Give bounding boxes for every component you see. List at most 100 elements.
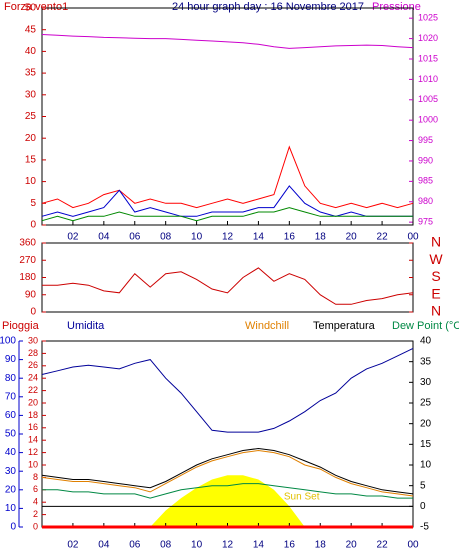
- y-tick-label: 990: [418, 155, 433, 165]
- y-tick-label: 15: [420, 439, 432, 450]
- temperature-label: Temperatura: [313, 320, 376, 332]
- series-line: [41, 185, 413, 217]
- humidity-label: Umidita: [67, 320, 105, 332]
- x-tick-label: 10: [191, 232, 203, 243]
- y-tick-label: 35: [420, 356, 432, 367]
- y-tick-label: 4: [33, 497, 38, 507]
- y-tick-label: 975: [418, 217, 433, 227]
- y-tick-label: 0: [420, 501, 426, 512]
- series-line: [41, 347, 414, 433]
- y-tick-label: 40: [5, 447, 17, 458]
- x-tick-label: 22: [377, 540, 389, 551]
- x-tick-label: 14: [253, 232, 265, 243]
- y-tick-label: 45: [25, 24, 37, 35]
- y-tick-label: 70: [5, 391, 17, 402]
- y-tick-label: 50: [5, 429, 17, 440]
- x-tick-label: 06: [129, 540, 141, 551]
- y-tick-label: N: [431, 303, 441, 319]
- y-tick-label: 8: [33, 472, 38, 482]
- y-tick-label: 18: [28, 410, 38, 420]
- x-tick-label: 08: [160, 232, 172, 243]
- plots: 0510152025303540455097598098599099510001…: [0, 3, 443, 551]
- y-tick-label: 22: [28, 385, 38, 395]
- series-line: [41, 207, 413, 222]
- y-tick-label: 30: [420, 377, 432, 388]
- y-tick-label: 1010: [418, 74, 438, 84]
- y-tick-label: W: [429, 251, 443, 267]
- y-tick-label: 90: [25, 289, 37, 300]
- y-tick-label: 10: [5, 503, 17, 514]
- x-tick-label: 18: [315, 232, 327, 243]
- y-tick-label: 25: [420, 398, 432, 409]
- y-tick-label: 30: [25, 89, 37, 100]
- y-tick-label: 20: [25, 133, 37, 144]
- x-tick-label: 04: [98, 540, 110, 551]
- y-tick-label: 20: [420, 418, 432, 429]
- y-tick-label: E: [431, 285, 440, 301]
- y-tick-label: 1000: [418, 115, 438, 125]
- x-tick-label: 22: [377, 232, 389, 243]
- y-tick-label: 30: [5, 466, 17, 477]
- y-tick-label: 25: [25, 111, 37, 122]
- rain-label: Pioggia: [2, 320, 40, 332]
- y-tick-label: 5: [30, 198, 36, 209]
- x-tick-label: 00: [407, 540, 419, 551]
- y-tick-label: 995: [418, 135, 433, 145]
- y-tick-label: 60: [5, 410, 17, 421]
- series-line: [42, 267, 414, 305]
- y-tick-label: 90: [5, 354, 17, 365]
- y-tick-label: 0: [30, 307, 36, 318]
- y-tick-label: 26: [28, 360, 38, 370]
- x-tick-label: 02: [67, 232, 79, 243]
- pressure-label: Pressione: [372, 1, 421, 13]
- y-tick-label: 80: [5, 373, 17, 384]
- series-line: [41, 449, 414, 497]
- y-tick-label: 2: [33, 509, 38, 519]
- y-tick-label: 1005: [418, 94, 438, 104]
- y-tick-label: 1025: [418, 13, 438, 23]
- y-tick-label: -5: [420, 522, 429, 533]
- y-tick-label: 12: [28, 447, 38, 457]
- y-tick-label: 10: [28, 459, 38, 469]
- x-tick-label: 18: [315, 540, 327, 551]
- x-tick-label: 10: [191, 540, 203, 551]
- y-tick-label: S: [431, 268, 440, 284]
- y-tick-label: 40: [420, 336, 432, 347]
- y-tick-label: 1020: [418, 33, 438, 43]
- y-tick-label: 985: [418, 176, 433, 186]
- solar-area: [42, 475, 413, 527]
- x-tick-label: 00: [407, 232, 419, 243]
- x-tick-label: 06: [129, 232, 141, 243]
- chart-title: 24 hour graph day : 16 Novembre 2017: [172, 1, 364, 13]
- y-tick-label: 0: [33, 521, 38, 531]
- y-tick-label: 6: [33, 484, 38, 494]
- x-tick-label: 02: [67, 540, 79, 551]
- x-tick-label: 08: [160, 540, 172, 551]
- y-tick-label: 10: [420, 460, 432, 471]
- y-tick-label: 1015: [418, 53, 438, 63]
- y-tick-label: 16: [28, 422, 38, 432]
- y-tick-label: 360: [19, 238, 36, 249]
- y-tick-label: 0: [30, 220, 36, 231]
- y-tick-label: 20: [5, 484, 17, 495]
- y-tick-label: 30: [28, 335, 38, 345]
- annotation: Sun Set: [284, 492, 320, 503]
- x-tick-label: 12: [222, 540, 234, 551]
- x-tick-label: 14: [253, 540, 265, 551]
- series-line: [42, 483, 413, 499]
- y-tick-label: 50: [25, 3, 37, 14]
- y-tick-label: 24: [28, 373, 38, 383]
- y-tick-label: 28: [28, 348, 38, 358]
- y-tick-label: N: [431, 234, 441, 250]
- x-tick-label: 16: [284, 232, 296, 243]
- dew-point-label: Dew Point (°C: [392, 320, 459, 332]
- y-tick-label: 35: [25, 68, 37, 79]
- y-tick-label: 14: [28, 435, 38, 445]
- x-tick-label: 16: [284, 540, 296, 551]
- wind-label: Forza vento1: [4, 1, 68, 13]
- series-line: [41, 447, 414, 495]
- windchill-label: Windchill: [245, 320, 289, 332]
- y-tick-label: 15: [25, 155, 37, 166]
